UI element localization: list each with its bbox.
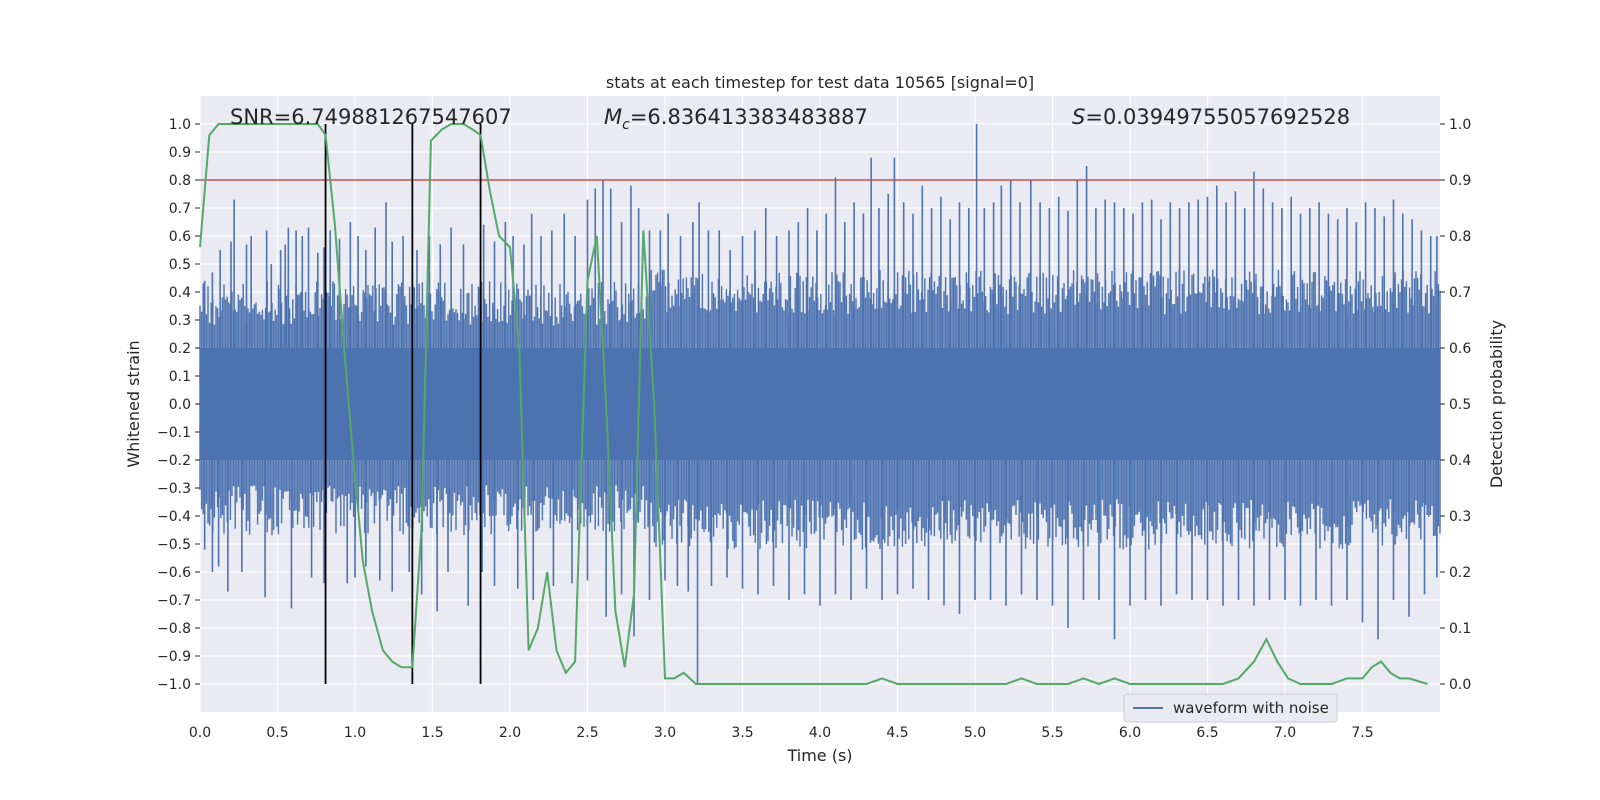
y-right-tick-label: 0.0: [1449, 677, 1471, 693]
y-tick-label: 0.1: [169, 369, 191, 385]
y-right-tick-label: 0.7: [1449, 285, 1471, 301]
y-right-tick-label: 0.8: [1449, 229, 1471, 245]
x-axis-label: Time (s): [786, 746, 852, 765]
y-right-tick-label: 0.9: [1449, 173, 1471, 189]
x-tick-labels: 0.0 0.5 1.0 1.5 2.0 2.5 3.0 3.5 4.0 4.5 5.0 5.5 6.0 6…: [189, 725, 1374, 741]
y-tick-label: 0.7: [169, 201, 191, 217]
chart-title: stats at each timestep for test data 105…: [606, 73, 1034, 92]
x-tick-label: 2.0: [499, 725, 521, 741]
y-axis-label: Whitened strain: [124, 340, 143, 467]
y-tick-label: −0.7: [157, 593, 191, 609]
legend-label-waveform: waveform with noise: [1173, 699, 1329, 717]
y-tick-label: 0.3: [169, 313, 191, 329]
chirp-mass-value: =6.836413383483887: [630, 105, 868, 129]
x-tick-label: 6.5: [1196, 725, 1218, 741]
chirp-mass-symbol: M: [604, 105, 622, 129]
vertical-markers: [324, 124, 482, 684]
score-symbol: S: [1072, 105, 1085, 129]
y-tick-label: −0.1: [157, 425, 191, 441]
y-right-tick-label: 0.6: [1449, 341, 1471, 357]
y-tick-label: −0.5: [157, 537, 191, 553]
y-tick-label: 0.9: [169, 145, 191, 161]
y-tick-label: 0.5: [169, 257, 191, 273]
waveform-series: [199, 124, 1441, 684]
y-tick-label: −0.3: [157, 481, 191, 497]
x-tick-label: 0.5: [266, 725, 288, 741]
y-tick-label: −0.4: [157, 509, 191, 525]
legend: waveform with noise: [1123, 693, 1338, 723]
y-tick-label: −0.9: [157, 649, 191, 665]
x-tick-label: 2.5: [576, 725, 598, 741]
x-tick-label: 1.0: [344, 725, 366, 741]
y-tick-label: 0.6: [169, 229, 191, 245]
y-tick-label: −0.8: [157, 621, 191, 637]
y-tick-label: 0.4: [169, 285, 191, 301]
x-tick-label: 7.0: [1274, 725, 1296, 741]
chirp-mass-subscript: c: [622, 117, 630, 133]
y-tick-label: 0.2: [169, 341, 191, 357]
y-right-tick-label: 0.1: [1449, 621, 1471, 637]
x-tick-label: 0.0: [189, 725, 211, 741]
x-tick-label: 7.5: [1351, 725, 1373, 741]
y-tick-label: 0.0: [169, 397, 191, 413]
x-tick-label: 5.0: [964, 725, 986, 741]
y-right-tick-labels: 1.0 0.9 0.8 0.7 0.6 0.5 0.4 0.3 0.2 0.1 0.0: [1440, 117, 1471, 693]
legend-box: [1123, 693, 1338, 723]
y-right-tick-label: 0.3: [1449, 509, 1471, 525]
y-tick-label: −0.2: [157, 453, 191, 469]
x-tick-label: 4.0: [809, 725, 831, 741]
detection-probability-line: [199, 123, 1428, 686]
x-tick-label: 4.5: [886, 725, 908, 741]
x-tick-label: 3.0: [654, 725, 676, 741]
y-tick-label: 0.8: [169, 173, 191, 189]
x-tick-label: 6.0: [1119, 725, 1141, 741]
waveform-noise-lower: [199, 404, 1441, 550]
y-tick-labels: 1.0 0.9 0.8 0.7 0.6 0.5 0.4 0.3 0.2 0.1 0.0 −0.1 −0.…: [157, 117, 200, 693]
y-right-tick-label: 0.2: [1449, 565, 1471, 581]
y-right-tick-label: 0.4: [1449, 453, 1471, 469]
detection-probability-series: [199, 123, 1428, 686]
snr-annotation: SNR=6.749881267547607: [230, 105, 512, 129]
y-right-axis-label: Detection probability: [1487, 320, 1506, 488]
y-right-tick-label: 1.0: [1449, 117, 1471, 133]
score-value: =0.03949755057692528: [1085, 105, 1350, 129]
waveform-noise-upper: [199, 269, 1441, 404]
x-tick-label: 1.5: [421, 725, 443, 741]
x-tick-label: 5.5: [1041, 725, 1063, 741]
y-tick-label: −0.6: [157, 565, 191, 581]
y-tick-label: 1.0: [169, 117, 191, 133]
chirp-mass-annotation: Mc=6.836413383483887: [604, 105, 868, 133]
y-tick-label: −1.0: [157, 677, 191, 693]
x-tick-label: 3.5: [731, 725, 753, 741]
score-annotation: S=0.03949755057692528: [1072, 105, 1350, 129]
y-right-tick-label: 0.5: [1449, 397, 1471, 413]
